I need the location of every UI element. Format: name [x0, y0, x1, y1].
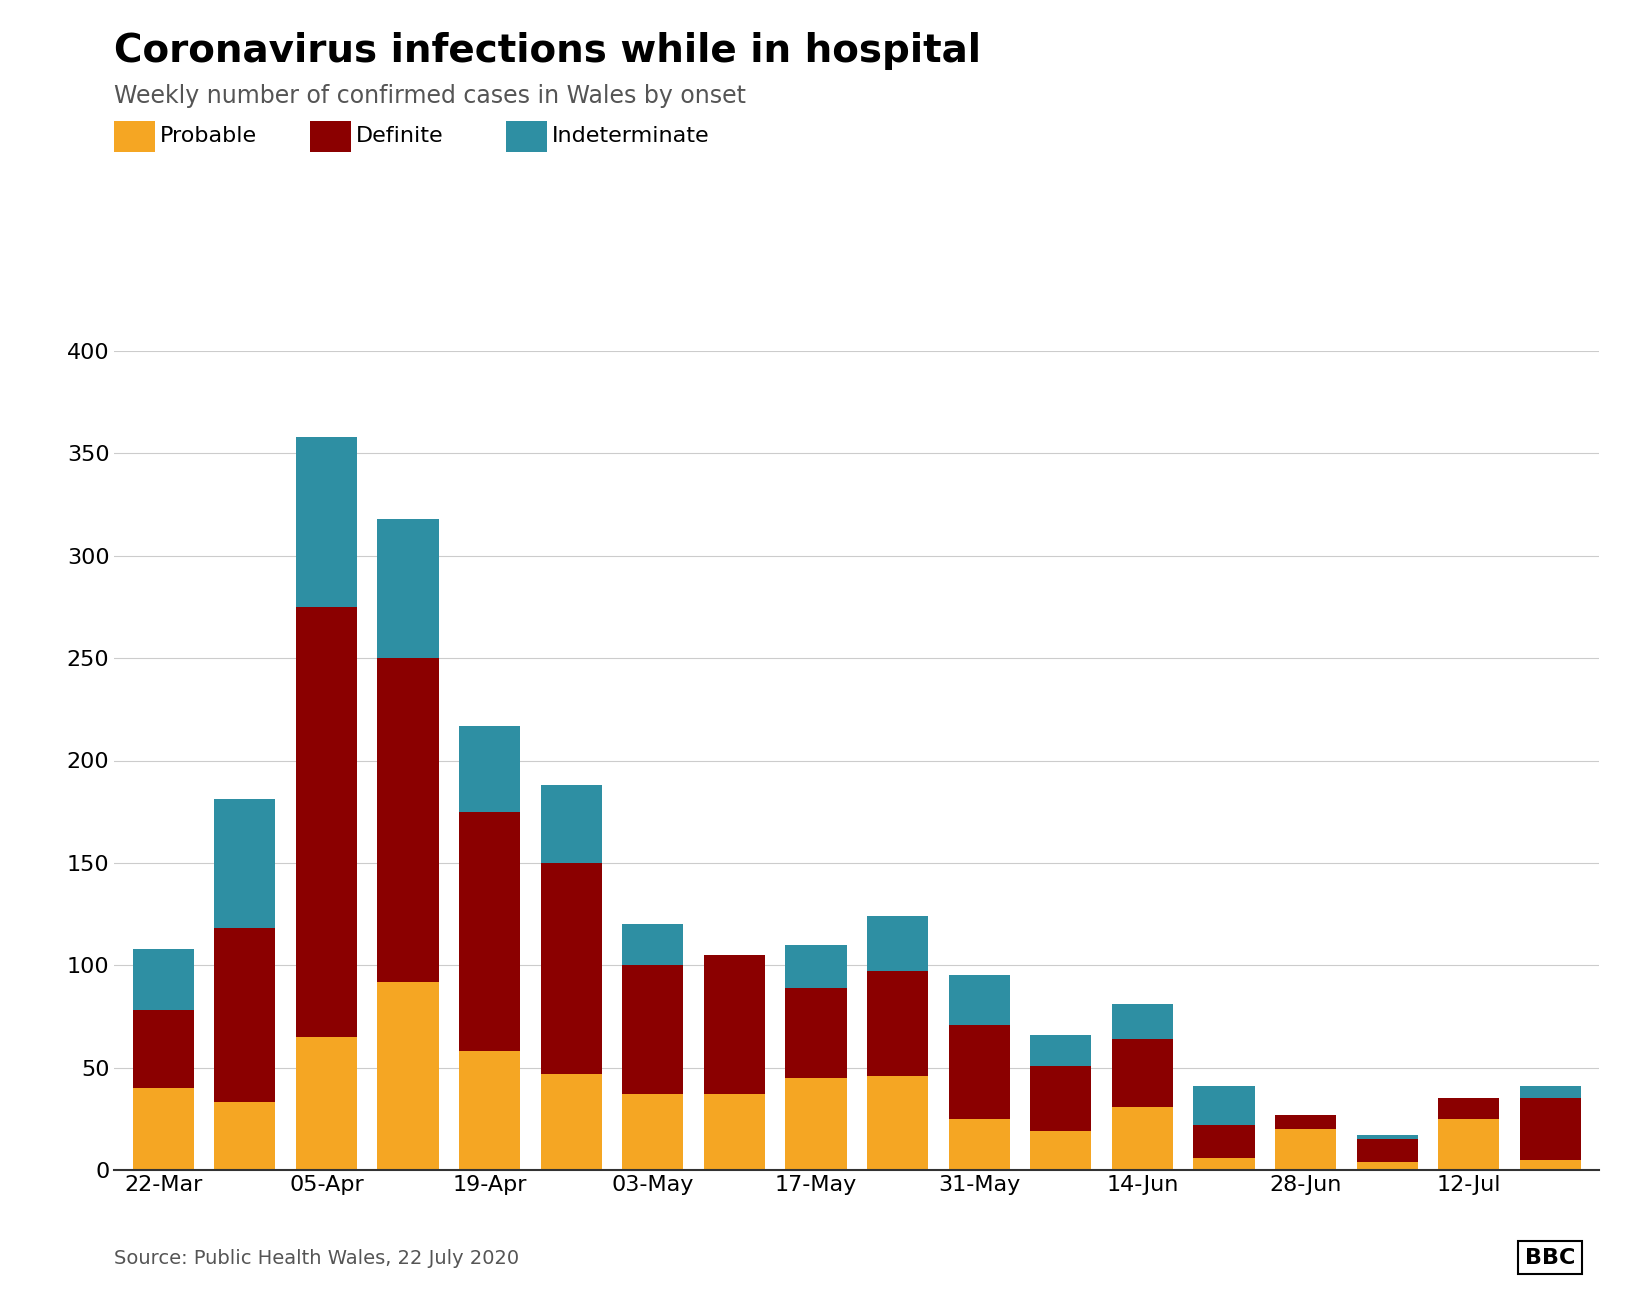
Bar [948, 1119, 1010, 1170]
Bar [1111, 1039, 1173, 1106]
Bar [622, 924, 684, 965]
Bar [459, 1052, 521, 1170]
Bar [132, 1010, 194, 1088]
Text: Coronavirus infections while in hospital: Coronavirus infections while in hospital [114, 32, 981, 70]
Text: Definite: Definite [356, 126, 444, 147]
Bar [1030, 1131, 1092, 1170]
Bar [1111, 1106, 1173, 1170]
Bar [867, 916, 929, 971]
Bar [867, 1076, 929, 1170]
Bar [785, 945, 847, 988]
Bar [540, 863, 602, 1074]
Bar [377, 519, 439, 658]
Text: Source: Public Health Wales, 22 July 2020: Source: Public Health Wales, 22 July 202… [114, 1248, 519, 1268]
Bar [622, 1095, 684, 1170]
Bar [1030, 1035, 1092, 1066]
Bar [948, 975, 1010, 1024]
Text: Probable: Probable [160, 126, 258, 147]
Bar [295, 1037, 357, 1170]
Text: Weekly number of confirmed cases in Wales by onset: Weekly number of confirmed cases in Wale… [114, 84, 746, 108]
Bar [785, 988, 847, 1078]
Bar [703, 956, 765, 1095]
Bar [867, 971, 929, 1076]
Bar [214, 1102, 276, 1170]
Bar [1193, 1158, 1255, 1170]
Text: Indeterminate: Indeterminate [552, 126, 710, 147]
Bar [459, 811, 521, 1052]
Bar [377, 982, 439, 1170]
Bar [132, 1088, 194, 1170]
Bar [295, 437, 357, 607]
Bar [132, 949, 194, 1010]
Bar [1193, 1086, 1255, 1124]
Bar [1519, 1160, 1581, 1170]
Bar [622, 965, 684, 1095]
Bar [295, 607, 357, 1037]
Bar [540, 1074, 602, 1170]
Bar [1111, 1004, 1173, 1039]
Bar [1438, 1098, 1500, 1119]
Bar [1519, 1098, 1581, 1160]
Bar [1275, 1128, 1337, 1170]
Bar [214, 928, 276, 1102]
Bar [785, 1078, 847, 1170]
Bar [1030, 1066, 1092, 1131]
Bar [214, 800, 276, 928]
Bar [1356, 1139, 1418, 1162]
Bar [948, 1024, 1010, 1119]
Text: BBC: BBC [1524, 1248, 1575, 1268]
Bar [1275, 1114, 1337, 1128]
Bar [703, 1095, 765, 1170]
Bar [540, 785, 602, 863]
Bar [1438, 1119, 1500, 1170]
Bar [1356, 1162, 1418, 1170]
Bar [1193, 1124, 1255, 1158]
Bar [459, 725, 521, 811]
Bar [1519, 1086, 1581, 1098]
Bar [1356, 1135, 1418, 1139]
Bar [377, 658, 439, 982]
